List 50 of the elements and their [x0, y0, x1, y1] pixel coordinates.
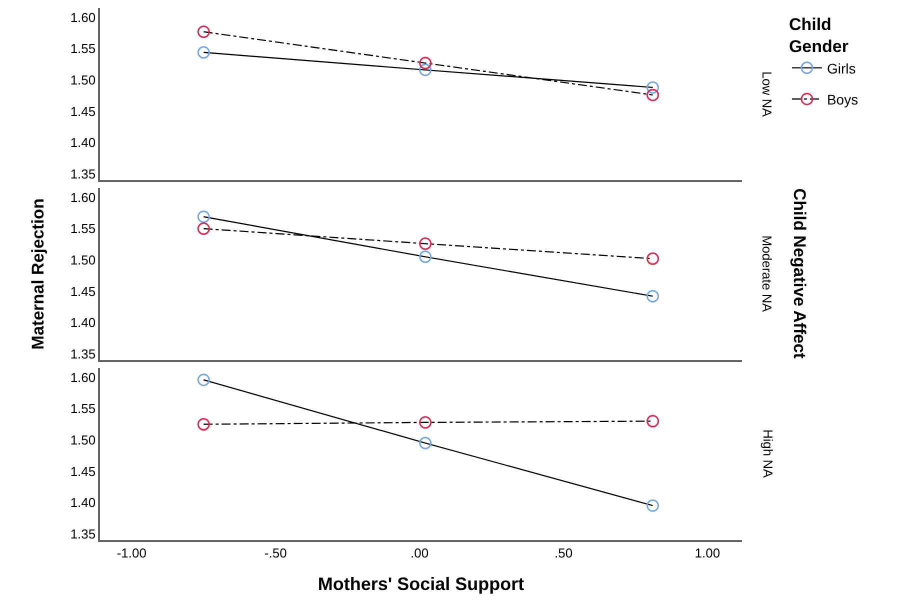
point: [419, 416, 432, 429]
y-tick-label: 1.60: [70, 10, 96, 25]
y-tick-label: 1.50: [70, 252, 96, 268]
x-tick-label: 1.00: [694, 545, 720, 560]
point: [197, 374, 210, 386]
y-tick-label: 1.40: [70, 135, 96, 150]
y-tick-label: 1.45: [70, 464, 96, 479]
legend-title: Child Gender: [788, 15, 849, 56]
point: [197, 210, 210, 224]
x-tick-label: .00: [410, 545, 429, 560]
point: [419, 250, 432, 264]
y-tick-label: 1.50: [70, 72, 96, 88]
point: [646, 290, 659, 302]
y-axis-title: Maternal Rejection: [28, 198, 48, 350]
point: [197, 222, 210, 235]
point: [646, 499, 659, 512]
y-tick-label: 1.45: [70, 284, 96, 299]
point: [419, 64, 432, 76]
point: [419, 237, 432, 250]
legend-label: Boys: [826, 91, 858, 108]
y-tick-label: 1.40: [70, 495, 96, 510]
y-tick-label: 1.55: [70, 221, 96, 236]
text: Moderate NA: [760, 235, 775, 312]
point: [197, 26, 210, 38]
y-tick-label: 1.35: [70, 526, 96, 542]
text: Low NA: [760, 71, 775, 118]
y-tick-label: 1.55: [70, 41, 96, 56]
x-tick-label: .50: [554, 545, 573, 560]
y-tick-label: 1.35: [70, 346, 96, 362]
point: [646, 88, 659, 102]
legend-label: Girls: [826, 60, 856, 76]
point: [646, 414, 659, 428]
point: [197, 46, 210, 59]
y-tick-label: 1.50: [70, 432, 96, 448]
point: [197, 418, 210, 431]
y-tick-label: 1.35: [70, 166, 96, 182]
x-tick-label: -1.00: [116, 545, 146, 560]
y-tick-label: 1.45: [70, 104, 96, 119]
point: [646, 252, 659, 265]
text: High NA: [760, 429, 776, 478]
y-tick-label: 1.60: [70, 370, 96, 385]
y-tick-label: 1.55: [70, 401, 96, 416]
point: [646, 81, 659, 94]
y-tick-label: 1.40: [70, 315, 96, 330]
x-axis-title: Mothers' Social Support: [318, 574, 524, 594]
point: [419, 56, 432, 70]
text: Child Negative Affect: [790, 188, 809, 359]
point: [419, 436, 432, 450]
y-tick-label: 1.60: [70, 190, 96, 205]
x-tick-label: -.50: [264, 545, 287, 560]
